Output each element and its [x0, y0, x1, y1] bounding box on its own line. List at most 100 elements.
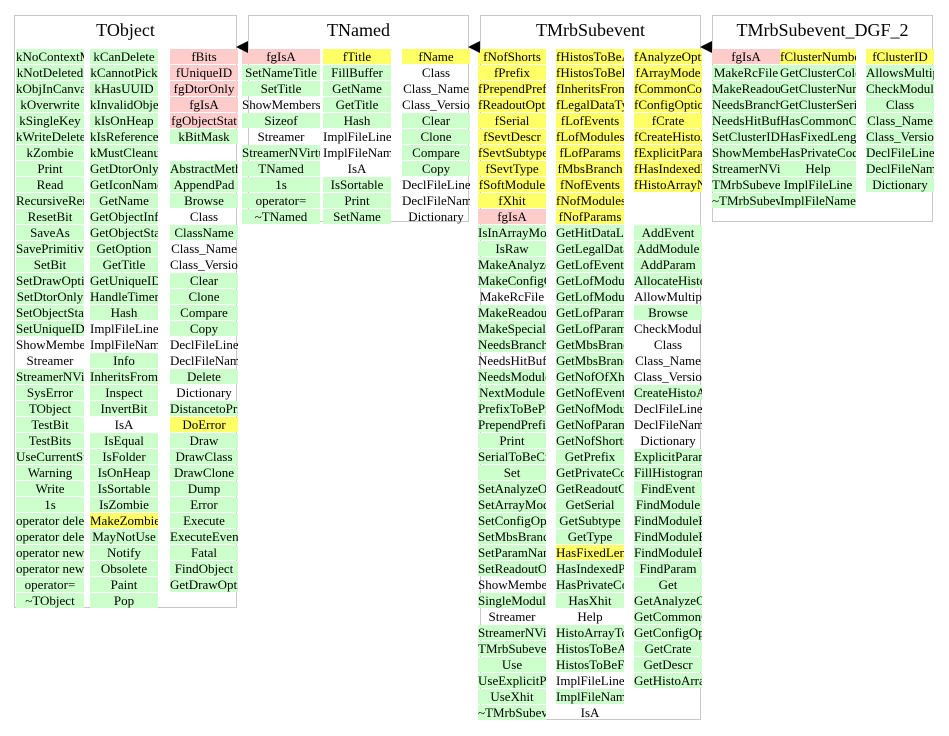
member-kwritedelete: kWriteDelete — [16, 129, 84, 144]
member-fatal: Fatal — [170, 545, 238, 560]
member-class: Class — [866, 97, 934, 112]
member-useexplicitparamnames: UseExplicitParamNames — [478, 673, 546, 688]
member-fgisa: fgIsA — [478, 209, 546, 224]
member-getcrate: GetCrate — [634, 641, 702, 656]
member-findmodulebyserial: FindModuleBySerial — [634, 529, 702, 544]
member-funiqueid: fUniqueID — [170, 65, 238, 80]
member-recursiveremove: RecursiveRemove — [16, 193, 84, 208]
member-implfileline: ImplFileLine — [556, 673, 624, 688]
member-fbits: fBits — [170, 49, 238, 64]
member-getlegaldatatypes: GetLegalDataTypes — [556, 241, 624, 256]
member-getlofmodules: GetLofModules — [556, 273, 624, 288]
member-fhistoarrayname: fHistoArrayName — [634, 177, 702, 192]
member-makercfile: MakeRcFile — [479, 289, 545, 304]
member-fhistostobefillediftruehit: fHistosToBeFilledIfTrueHit — [556, 65, 624, 80]
member-fname: fName — [402, 49, 470, 64]
member-draw: Draw — [170, 433, 238, 448]
member-nextmodule: NextModule — [478, 385, 546, 400]
member-freadoutoptions: fReadoutOptions — [478, 97, 546, 112]
member-streamernvirtual: StreamerNVirtual — [16, 369, 84, 384]
member-set: Set — [478, 465, 546, 480]
member-usexhit: UseXhit — [478, 689, 546, 704]
member-showmembers: ShowMembers — [712, 145, 780, 160]
member-getdtoronly: GetDtorOnly — [90, 161, 158, 176]
member-addmodule: AddModule — [634, 241, 702, 256]
member-drawclass: DrawClass — [170, 449, 238, 464]
member-makercfile: MakeRcFile — [712, 65, 780, 80]
member-getclustercolor: GetClusterColor — [780, 65, 856, 80]
member-fsevtsubtype: fSevtSubtype — [478, 145, 546, 160]
member-tnamed: TNamed — [242, 161, 320, 176]
member-getlofevents: GetLofEvents — [556, 257, 624, 272]
member-setname: SetName — [323, 209, 391, 224]
member-browse: Browse — [170, 193, 238, 208]
member-getanalyzeoptions: GetAnalyzeOptions — [634, 593, 702, 608]
member-setconfigoptions: SetConfigOptions — [478, 513, 546, 528]
member-streamernvirtual: StreamerNVirtual — [712, 161, 780, 176]
member-write: Write — [16, 481, 84, 496]
member-gettype: GetType — [556, 529, 624, 544]
member-getprefix: GetPrefix — [556, 449, 624, 464]
member-fhasindexedparams: fHasIndexedParams — [634, 161, 702, 176]
member-isinarraymode: IsInArrayMode — [478, 225, 546, 240]
member-fhistostobeallocated: fHistosToBeAllocated — [556, 49, 624, 64]
member-implfilename: ImplFileName — [323, 145, 391, 160]
member-hascommoncodefile: HasCommonCodeFile — [780, 113, 856, 128]
member-1s: 1s — [242, 177, 320, 192]
member-setbit: SetBit — [16, 257, 84, 272]
member-class-name: Class_Name — [635, 353, 701, 368]
member-findparam: FindParam — [634, 561, 702, 576]
member-kinvalidobject: kInvalidObject — [90, 97, 158, 112]
member-fcommoncodefile: fCommonCodeFile — [634, 81, 702, 96]
member-help: Help — [577, 609, 603, 624]
member-getclusternumber: GetClusterNumber — [780, 81, 856, 96]
member-getreadoutoptions: GetReadoutOptions — [556, 481, 624, 496]
member-class-name: Class_Name — [171, 241, 237, 256]
member-drawclone: DrawClone — [170, 465, 238, 480]
member-showmembers: ShowMembers — [478, 577, 546, 592]
member-print: Print — [323, 193, 391, 208]
member-kmustcleanup: kMustCleanup — [90, 145, 158, 160]
member-needshitbuffer: NeedsHitBuffer — [478, 353, 546, 368]
member-hasindexedparams: HasIndexedParams — [556, 561, 624, 576]
member-ftitle: fTitle — [323, 49, 391, 64]
member-knocontextmenu: kNoContextMenu — [16, 49, 84, 64]
inheritance-arrow — [468, 41, 480, 53]
member-declfilename: DeclFileName — [170, 353, 238, 368]
member-executeevent: ExecuteEvent — [170, 529, 238, 544]
member-declfilename: DeclFileName — [634, 417, 702, 432]
member-getsubtype: GetSubtype — [556, 513, 624, 528]
member-flofparams: fLofParams — [556, 145, 624, 160]
member-delete: Delete — [170, 369, 238, 384]
member-makereadoutcode: MakeReadoutCode — [478, 305, 546, 320]
member-tmrbsubevent: ~TMrbSubevent — [478, 705, 546, 720]
member-getnofofxhit: GetNofOfXhit — [556, 369, 624, 384]
member-kbitmask: kBitMask — [170, 129, 238, 144]
member-setparamnames: SetParamNames — [478, 545, 546, 560]
member-abstractmethod: AbstractMethod — [170, 161, 238, 176]
member-getuniqueid: GetUniqueID — [90, 273, 158, 288]
member-fgisa: fgIsA — [170, 97, 238, 112]
member-farraymode: fArrayMode — [634, 65, 702, 80]
class-title: TObject — [96, 20, 155, 40]
member-geticonname: GetIconName — [90, 177, 158, 192]
member-finheritsfrom: fInheritsFrom — [556, 81, 624, 96]
member-tmrbsubevent-dgf-2: ~TMrbSubevent_DGF_2 — [712, 193, 780, 208]
member-class: Class — [189, 209, 219, 224]
member-declfileline: DeclFileLine — [634, 401, 702, 416]
member-isonheap: IsOnHeap — [90, 465, 158, 480]
member-fgisa: fgIsA — [712, 49, 780, 64]
member-hash: Hash — [323, 113, 391, 128]
member-fgdtoronly: fgDtorOnly — [170, 81, 238, 96]
member-implfileline: ImplFileLine — [780, 177, 856, 192]
member-fnofshorts: fNofShorts — [478, 49, 546, 64]
member-hasprivatecode: HasPrivateCode — [556, 577, 624, 592]
member-declfilename: DeclFileName — [402, 193, 470, 208]
member-checkmoduleid: CheckModuleID — [634, 321, 702, 336]
member-isa: IsA — [114, 417, 134, 432]
member-implfilename: ImplFileName — [90, 337, 158, 352]
member-getconfigoptions: GetConfigOptions — [634, 625, 702, 640]
member-execute: Execute — [170, 513, 238, 528]
member-gettitle: GetTitle — [90, 257, 158, 272]
member-dictionary: Dictionary — [866, 177, 934, 192]
